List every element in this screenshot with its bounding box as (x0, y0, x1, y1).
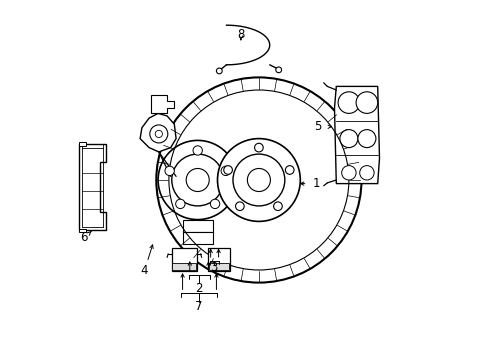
Polygon shape (182, 220, 212, 232)
Text: 5: 5 (314, 120, 321, 133)
Polygon shape (140, 113, 176, 152)
Circle shape (164, 166, 174, 176)
Polygon shape (208, 248, 230, 271)
Polygon shape (209, 263, 229, 270)
Circle shape (155, 130, 162, 138)
Polygon shape (151, 95, 174, 113)
Circle shape (341, 166, 355, 180)
Circle shape (285, 166, 293, 174)
Circle shape (357, 130, 375, 148)
Polygon shape (79, 144, 106, 230)
Polygon shape (79, 229, 86, 232)
Circle shape (156, 77, 361, 283)
Circle shape (232, 154, 284, 206)
Circle shape (339, 130, 357, 148)
Circle shape (158, 140, 237, 220)
Text: 4: 4 (141, 264, 148, 277)
Text: 6: 6 (81, 231, 88, 244)
Circle shape (254, 143, 263, 152)
Polygon shape (172, 263, 196, 270)
Text: 1: 1 (312, 177, 320, 190)
Polygon shape (79, 142, 86, 146)
Polygon shape (171, 248, 197, 271)
Circle shape (355, 92, 377, 113)
Circle shape (224, 166, 232, 174)
Polygon shape (182, 232, 212, 244)
Circle shape (210, 199, 219, 208)
Text: 2: 2 (195, 282, 202, 294)
Circle shape (235, 202, 244, 211)
Circle shape (275, 67, 281, 73)
Circle shape (149, 125, 167, 143)
Circle shape (217, 139, 300, 221)
Circle shape (186, 168, 209, 192)
Polygon shape (334, 86, 379, 184)
Circle shape (337, 92, 359, 113)
Text: 3: 3 (210, 261, 217, 274)
Circle shape (247, 168, 270, 192)
Circle shape (216, 68, 222, 74)
Circle shape (171, 154, 223, 206)
Text: 8: 8 (237, 28, 244, 41)
Circle shape (175, 199, 184, 208)
Text: 7: 7 (195, 300, 202, 313)
Circle shape (221, 166, 230, 176)
Circle shape (193, 146, 202, 155)
Circle shape (273, 202, 282, 211)
Circle shape (359, 166, 373, 180)
